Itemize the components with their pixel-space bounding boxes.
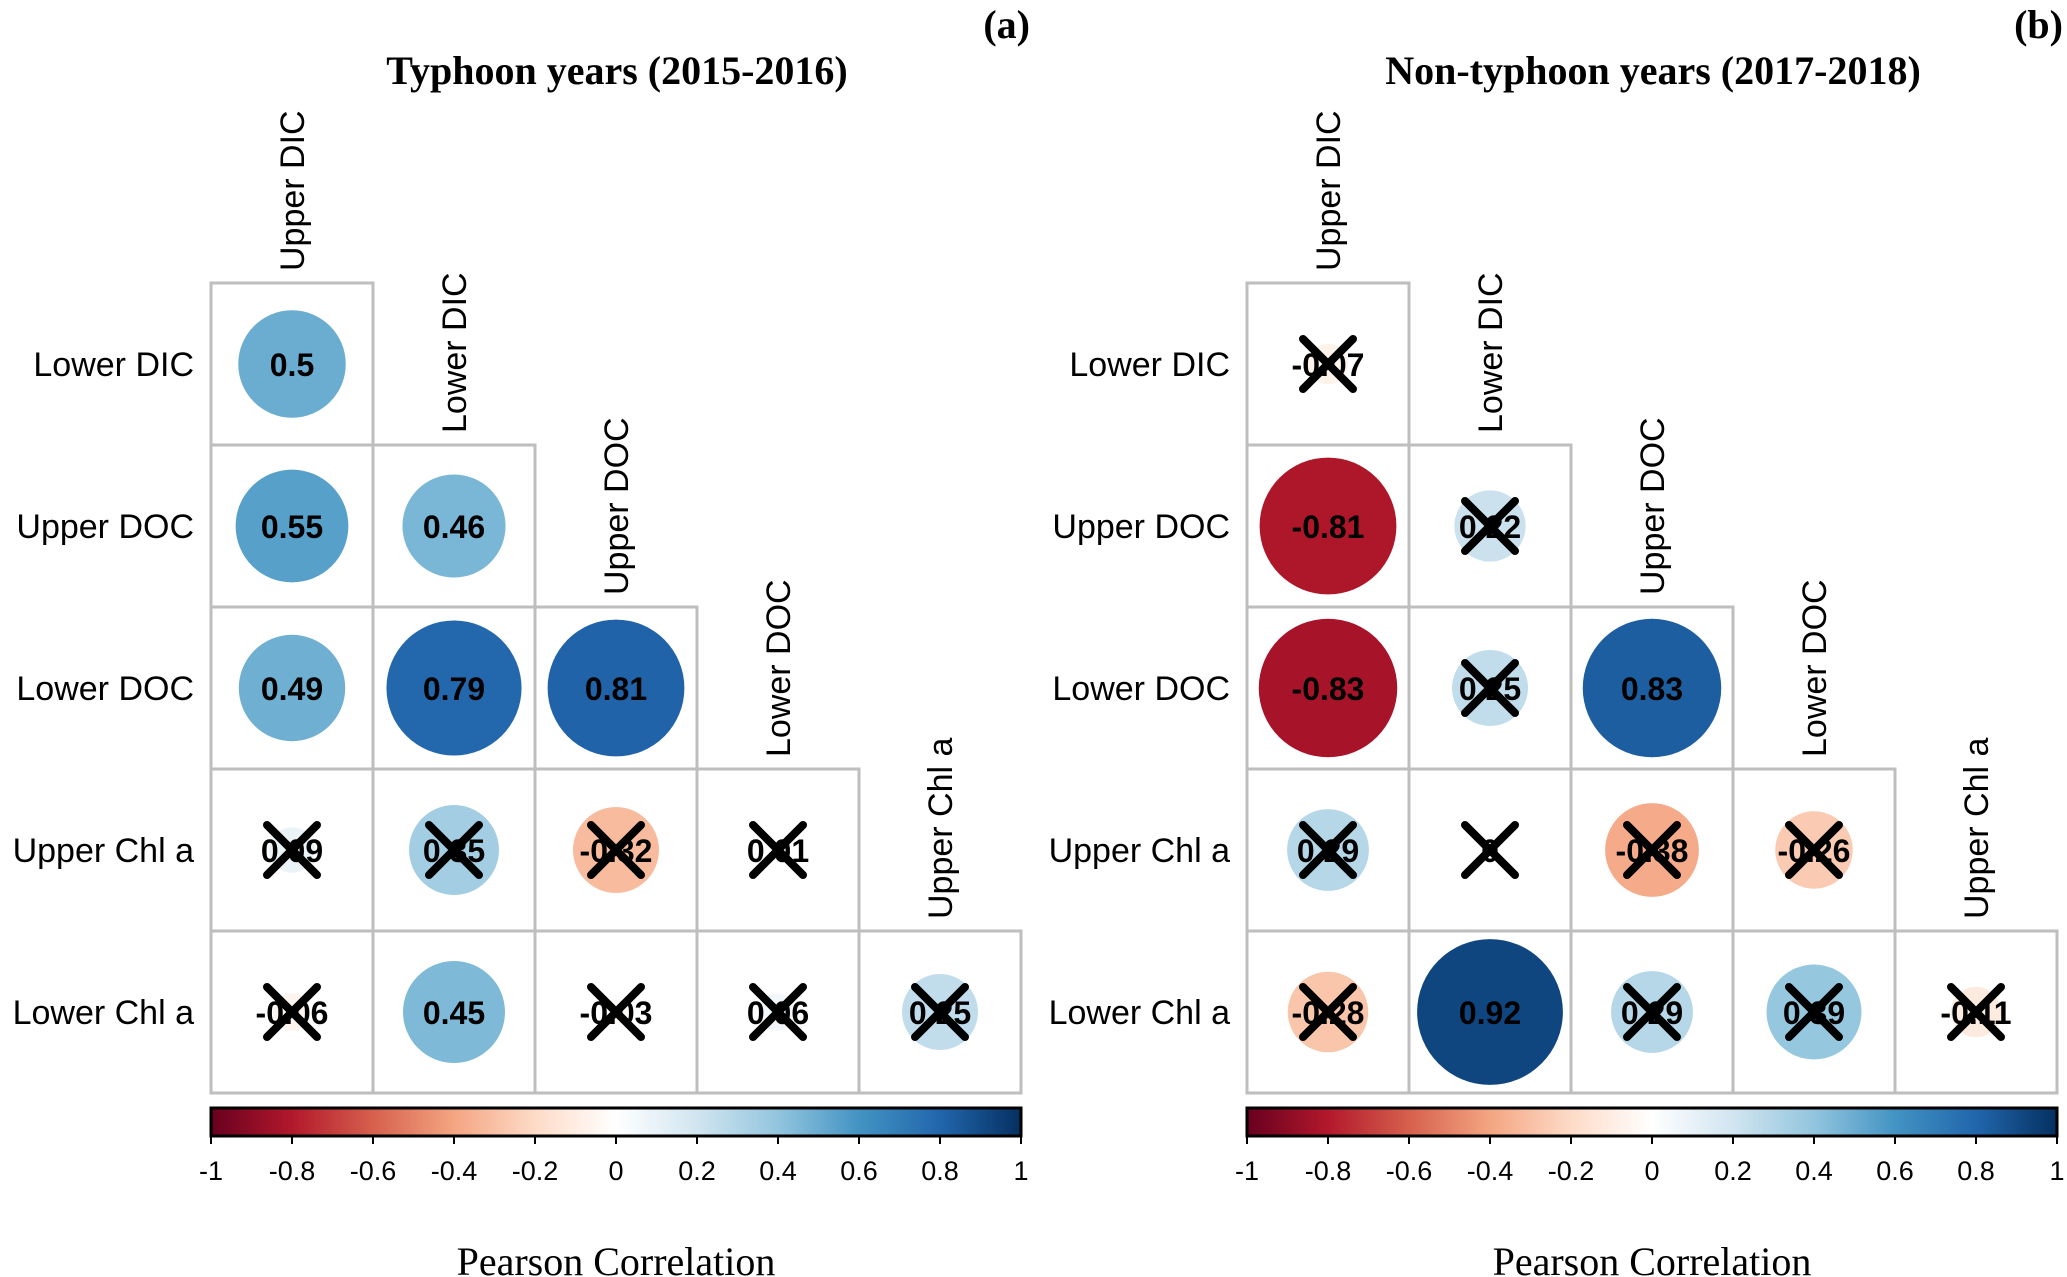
correlation-value: -0.81 (1292, 509, 1365, 545)
correlation-value: 0.45 (423, 995, 485, 1031)
correlation-circle (402, 474, 506, 578)
correlation-value: -0.83 (1292, 671, 1365, 707)
not-significant-cross-icon (1623, 983, 1681, 1041)
not-significant-cross-icon (1623, 821, 1681, 879)
not-significant-cross-icon (1785, 983, 1843, 1041)
column-label: Lower DIC (436, 272, 474, 433)
not-significant-cross-icon (263, 983, 321, 1041)
grid-cell (857, 929, 1023, 1095)
colorbar-tick-label: 0.4 (759, 1156, 797, 1186)
colorbar-tick-label: 1 (1013, 1156, 1028, 1186)
row-label: Lower Chl a (13, 994, 195, 1032)
correlation-circle (1258, 618, 1398, 758)
colorbar-tick-label: -0.4 (431, 1156, 478, 1186)
colorbar-tick-label: -0.4 (1467, 1156, 1514, 1186)
colorbar-tick-label: -1 (199, 1156, 223, 1186)
colorbar-tick-label: 0.6 (1876, 1156, 1914, 1186)
column-label: Lower DOC (760, 579, 798, 757)
not-significant-cross-icon (1461, 659, 1519, 717)
not-significant-cross-icon (263, 821, 321, 879)
colorbar (1245, 1106, 2059, 1138)
colorbar-tick-label: 0.2 (1714, 1156, 1752, 1186)
row-label: Lower DIC (33, 346, 194, 384)
colorbar-title: Pearson Correlation (1493, 1239, 1812, 1277)
colorbar-tick-label: -0.6 (1386, 1156, 1433, 1186)
colorbar-tick-label: -0.2 (1548, 1156, 1595, 1186)
not-significant-cross-icon (1461, 821, 1519, 879)
row-label: Lower DOC (16, 670, 194, 708)
not-significant-cross-icon (1461, 497, 1519, 555)
colorbar-tick-label: 0.6 (840, 1156, 878, 1186)
not-significant-cross-icon (587, 821, 645, 879)
column-label: Upper DOC (598, 417, 636, 595)
not-significant-cross-icon (587, 983, 645, 1041)
correlation-circle (238, 634, 346, 742)
correlation-circle (403, 961, 505, 1063)
grid-cell (1569, 929, 1735, 1095)
column-label: Upper DIC (1310, 110, 1348, 271)
colorbar-tick-label: 0 (608, 1156, 623, 1186)
row-label: Upper DOC (1052, 508, 1230, 546)
colorbar-tick-label: -0.8 (269, 1156, 316, 1186)
colorbar-tick-label: 0.8 (921, 1156, 959, 1186)
column-label: Lower DIC (1472, 272, 1510, 433)
colorbar-tick-label: -0.8 (1305, 1156, 1352, 1186)
column-label: Upper DIC (274, 110, 312, 271)
panel-a: Typhoon years (2015-2016) (a) Upper DIC Low… (13, 2, 1030, 1277)
not-significant-cross-icon (1785, 821, 1843, 879)
correlation-circle (238, 310, 346, 418)
panel-b: Non-typhoon years (2017-2018) (b) Upper DI… (1049, 2, 2065, 1277)
correlation-circle (1417, 939, 1563, 1085)
correlation-value: 0.46 (423, 509, 485, 545)
colorbar-tick-label: -1 (1235, 1156, 1259, 1186)
correlation-value: 0.79 (423, 671, 485, 707)
column-label: Upper Chl a (922, 737, 960, 919)
grid-cell (695, 767, 861, 933)
row-label: Lower DOC (1052, 670, 1230, 708)
correlation-value: 0.81 (585, 671, 647, 707)
correlation-circle (235, 469, 349, 583)
chart-title: Typhoon years (2015-2016) (386, 48, 847, 93)
correlation-value: 0.55 (261, 509, 323, 545)
correlation-value: 0.83 (1621, 671, 1683, 707)
correlation-value: 0.49 (261, 671, 323, 707)
column-label: Lower DOC (1796, 579, 1834, 757)
column-label: Upper Chl a (1958, 737, 1996, 919)
panel-label: (b) (2014, 2, 2063, 47)
panel-label: (a) (983, 2, 1030, 47)
colorbar-tick-label: 0.4 (1795, 1156, 1833, 1186)
colorbar-tick-label: 1 (2049, 1156, 2064, 1186)
colorbar-tick-label: 0.2 (678, 1156, 716, 1186)
not-significant-cross-icon (1299, 821, 1357, 879)
colorbar-tick-label: 0 (1644, 1156, 1659, 1186)
not-significant-cross-icon (1299, 983, 1357, 1041)
correlation-circle (547, 619, 685, 757)
column-label: Upper DOC (1634, 417, 1672, 595)
row-label: Upper Chl a (1049, 832, 1231, 870)
colorbar-tick-label: -0.6 (350, 1156, 397, 1186)
correlation-value: 0.92 (1459, 995, 1521, 1031)
row-label: Lower Chl a (1049, 994, 1231, 1032)
correlation-circle (1259, 457, 1397, 595)
not-significant-cross-icon (911, 983, 969, 1041)
not-significant-cross-icon (1947, 983, 2005, 1041)
not-significant-cross-icon (425, 821, 483, 879)
row-label: Lower DIC (1069, 346, 1230, 384)
chart-title: Non-typhoon years (2017-2018) (1385, 48, 1921, 93)
colorbar-tick-label: -0.2 (512, 1156, 559, 1186)
not-significant-cross-icon (1299, 335, 1357, 393)
correlation-value: 0.5 (270, 347, 314, 383)
grid-cell (371, 929, 537, 1095)
colorbar-title: Pearson Correlation (457, 1239, 776, 1277)
colorbar-tick-label: 0.8 (1957, 1156, 1995, 1186)
row-label: Upper Chl a (13, 832, 195, 870)
correlation-circle (386, 620, 522, 756)
not-significant-cross-icon (749, 821, 807, 879)
not-significant-cross-icon (749, 983, 807, 1041)
colorbar (209, 1106, 1023, 1138)
row-label: Upper DOC (16, 508, 194, 546)
correlation-circle (1582, 618, 1722, 758)
